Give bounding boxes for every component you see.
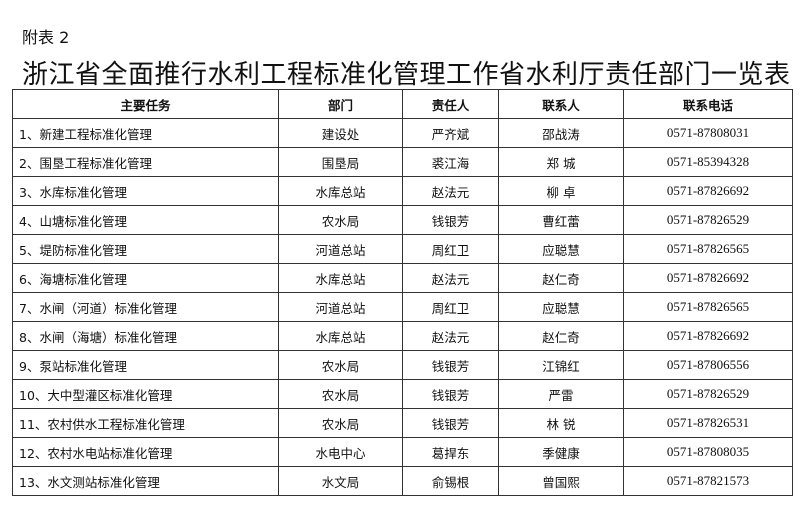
cell-phone: 0571-87826692 [623, 321, 793, 351]
cell-responsible: 赵法元 [402, 263, 499, 293]
cell-phone: 0571-87826692 [623, 176, 793, 206]
table-row: 12、农村水电站标准化管理 水电中心 葛捍东 季健康 0571-87808035 [12, 437, 793, 467]
cell-department: 农水局 [278, 408, 403, 438]
table-row: 5、堤防标准化管理 河道总站 周红卫 应聪慧 0571-87826565 [12, 234, 793, 264]
cell-task: 10、大中型灌区标准化管理 [12, 379, 279, 409]
cell-phone: 0571-85394328 [623, 147, 793, 177]
cell-contact: 林 锐 [498, 408, 624, 438]
cell-department: 农水局 [278, 379, 403, 409]
table-header-row: 主要任务 部门 责任人 联系人 联系电话 [12, 89, 793, 119]
cell-responsible: 俞锡根 [402, 466, 499, 496]
cell-task: 11、农村供水工程标准化管理 [12, 408, 279, 438]
cell-department: 围垦局 [278, 147, 403, 177]
table-row: 3、水库标准化管理 水库总站 赵法元柳 卓 0571-87826692 [12, 176, 793, 206]
responsibility-table: 主要任务 部门 责任人 联系人 联系电话 1、新建工程标准化管理 建设处 严齐斌 邵战… [12, 89, 793, 496]
cell-phone: 0571-87826692 [623, 263, 793, 293]
cell-task: 2、围垦工程标准化管理 [12, 147, 279, 177]
cell-department: 农水局 [278, 205, 403, 235]
cell-phone: 0571-87826531 [623, 408, 793, 438]
cell-responsible: 钱银芳 [402, 379, 499, 409]
cell-contact: 郑 城 [498, 147, 624, 177]
cell-phone: 0571-87826529 [623, 205, 793, 235]
table-row: 1、新建工程标准化管理 建设处 严齐斌 邵战涛 0571-87808031 [12, 118, 793, 148]
table-row: 4、山塘标准化管理 农水局 钱银芳 曹红蕾 0571-87826529 [12, 205, 793, 235]
cell-task: 4、山塘标准化管理 [12, 205, 279, 235]
cell-contact: 曾国熙 [498, 466, 624, 496]
cell-responsible: 赵法元 [402, 176, 499, 206]
cell-contact: 季健康 [498, 437, 624, 467]
cell-task: 6、海塘标准化管理 [12, 263, 279, 293]
table-row: 8、水闸（海塘）标准化管理 水库总站 赵法元 赵仁奇 0571-87826692 [12, 321, 793, 351]
cell-responsible: 赵法元 [402, 321, 499, 351]
cell-department: 水库总站 [278, 176, 403, 206]
cell-contact: 邵战涛 [498, 118, 624, 148]
cell-task: 9、泵站标准化管理 [12, 350, 279, 380]
cell-department: 水库总站 [278, 263, 403, 293]
header-task: 主要任务 [12, 89, 279, 119]
cell-department: 河道总站 [278, 292, 403, 322]
cell-contact: 应聪慧 [498, 292, 624, 322]
cell-task: 7、水闸（河道）标准化管理 [12, 292, 279, 322]
cell-task: 12、农村水电站标准化管理 [12, 437, 279, 467]
header-responsible: 责任人 [402, 89, 499, 119]
table-row: 2、围垦工程标准化管理 围垦局 裘江海郑 城 0571-85394328 [12, 147, 793, 177]
cell-contact: 应聪慧 [498, 234, 624, 264]
cell-contact: 江锦红 [498, 350, 624, 380]
cell-phone: 0571-87808031 [623, 118, 793, 148]
cell-department: 河道总站 [278, 234, 403, 264]
cell-department: 水文局 [278, 466, 403, 496]
cell-department: 水电中心 [278, 437, 403, 467]
table-row: 9、泵站标准化管理 农水局 钱银芳 江锦红 0571-87806556 [12, 350, 793, 380]
header-contact: 联系人 [498, 89, 624, 119]
cell-responsible: 严齐斌 [402, 118, 499, 148]
cell-phone: 0571-87826565 [623, 234, 793, 264]
table-row: 6、海塘标准化管理 水库总站 赵法元 赵仁奇 0571-87826692 [12, 263, 793, 293]
cell-phone: 0571-87826529 [623, 379, 793, 409]
cell-responsible: 钱银芳 [402, 350, 499, 380]
cell-phone: 0571-87821573 [623, 466, 793, 496]
cell-contact: 曹红蕾 [498, 205, 624, 235]
cell-responsible: 周红卫 [402, 234, 499, 264]
cell-responsible: 裘江海 [402, 147, 499, 177]
cell-department: 建设处 [278, 118, 403, 148]
cell-task: 13、水文测站标准化管理 [12, 466, 279, 496]
cell-task: 5、堤防标准化管理 [12, 234, 279, 264]
cell-department: 农水局 [278, 350, 403, 380]
table-row: 7、水闸（河道）标准化管理 河道总站 周红卫 应聪慧 0571-87826565 [12, 292, 793, 322]
table-row: 11、农村供水工程标准化管理 农水局 钱银芳林 锐 0571-87826531 [12, 408, 793, 438]
cell-phone: 0571-87806556 [623, 350, 793, 380]
cell-department: 水库总站 [278, 321, 403, 351]
cell-responsible: 钱银芳 [402, 205, 499, 235]
cell-task: 1、新建工程标准化管理 [12, 118, 279, 148]
cell-contact: 赵仁奇 [498, 321, 624, 351]
cell-responsible: 葛捍东 [402, 437, 499, 467]
table-row: 13、水文测站标准化管理 水文局 俞锡根 曾国熙 0571-87821573 [12, 466, 793, 496]
header-phone: 联系电话 [623, 89, 793, 119]
document-title: 浙江省全面推行水利工程标准化管理工作省水利厅责任部门一览表 [22, 60, 791, 90]
cell-responsible: 周红卫 [402, 292, 499, 322]
cell-contact: 赵仁奇 [498, 263, 624, 293]
cell-phone: 0571-87808035 [623, 437, 793, 467]
appendix-label: 附表 2 [22, 28, 70, 47]
cell-contact: 柳 卓 [498, 176, 624, 206]
cell-task: 8、水闸（海塘）标准化管理 [12, 321, 279, 351]
cell-responsible: 钱银芳 [402, 408, 499, 438]
cell-contact: 严雷 [498, 379, 624, 409]
table-row: 10、大中型灌区标准化管理 农水局 钱银芳 严雷 0571-87826529 [12, 379, 793, 409]
cell-task: 3、水库标准化管理 [12, 176, 279, 206]
header-department: 部门 [278, 89, 403, 119]
cell-phone: 0571-87826565 [623, 292, 793, 322]
